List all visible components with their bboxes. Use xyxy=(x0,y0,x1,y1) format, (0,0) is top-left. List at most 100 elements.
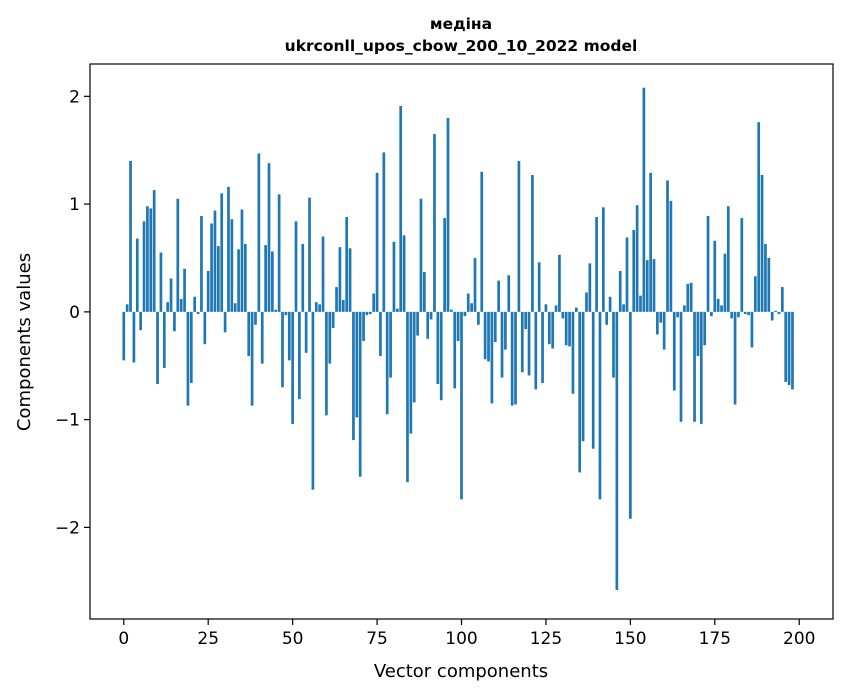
x-tick-label: 200 xyxy=(783,629,815,649)
bar-88 xyxy=(419,198,423,312)
bar-94 xyxy=(439,311,443,401)
bar-126 xyxy=(547,311,551,345)
bar-155 xyxy=(645,260,649,312)
bar-9 xyxy=(152,190,156,312)
bar-46 xyxy=(277,194,281,312)
bar-120 xyxy=(527,311,531,376)
bar-154 xyxy=(642,87,646,312)
bar-128 xyxy=(554,305,558,312)
bar-187 xyxy=(753,276,757,312)
bar-112 xyxy=(500,311,504,378)
bar-140 xyxy=(595,217,598,312)
bar-193 xyxy=(774,310,777,312)
bar-5 xyxy=(139,311,143,331)
bar-30 xyxy=(223,311,227,333)
y-tick-label: 1 xyxy=(69,195,80,215)
bar-21 xyxy=(193,296,197,312)
bar-98 xyxy=(453,311,457,389)
bar-109 xyxy=(490,311,494,404)
bar-44 xyxy=(271,251,274,312)
bar-84 xyxy=(406,311,409,483)
bar-125 xyxy=(544,304,548,312)
bar-196 xyxy=(784,311,788,382)
bar-195 xyxy=(780,287,784,312)
bar-122 xyxy=(534,311,538,390)
bar-160 xyxy=(662,311,666,350)
bar-152 xyxy=(635,205,639,312)
bar-129 xyxy=(558,254,561,312)
bar-86 xyxy=(412,311,416,403)
bar-58 xyxy=(318,304,321,312)
bar-158 xyxy=(656,311,659,335)
bar-78 xyxy=(385,311,389,415)
bar-81 xyxy=(395,308,399,312)
x-tick-label: 125 xyxy=(530,629,562,649)
bar-93 xyxy=(436,311,440,385)
bar-74 xyxy=(372,293,376,312)
bar-194 xyxy=(777,311,781,315)
bar-177 xyxy=(720,305,723,312)
bar-72 xyxy=(365,311,369,316)
bar-66 xyxy=(345,217,349,312)
bar-100 xyxy=(460,311,463,500)
bar-169 xyxy=(693,311,696,422)
bar-157 xyxy=(652,259,656,312)
bar-164 xyxy=(676,311,679,318)
bar-16 xyxy=(176,198,180,312)
bar-2 xyxy=(129,160,132,312)
bar-8 xyxy=(149,208,153,312)
bar-159 xyxy=(659,311,663,323)
bar-76 xyxy=(379,311,382,357)
bar-28 xyxy=(216,246,220,312)
bar-150 xyxy=(629,311,632,519)
bar-198 xyxy=(791,311,794,390)
bar-107 xyxy=(483,311,487,360)
bar-184 xyxy=(743,311,747,315)
bar-25 xyxy=(206,270,210,312)
bar-111 xyxy=(497,280,500,312)
bar-148 xyxy=(622,304,625,312)
bar-27 xyxy=(213,210,217,312)
bar-162 xyxy=(669,200,673,312)
bar-147 xyxy=(618,270,622,312)
bar-10 xyxy=(156,311,159,385)
bar-33 xyxy=(233,303,237,312)
bar-119 xyxy=(524,311,528,330)
bar-48 xyxy=(284,311,288,316)
bar-175 xyxy=(713,240,717,312)
bar-15 xyxy=(173,311,176,332)
bar-35 xyxy=(240,209,244,312)
bar-192 xyxy=(770,311,774,321)
bar-170 xyxy=(696,311,700,357)
bar-31 xyxy=(227,186,230,312)
bar-97 xyxy=(450,309,453,312)
bar-96 xyxy=(446,117,450,312)
bar-34 xyxy=(237,249,240,312)
bar-14 xyxy=(169,278,173,312)
bar-0 xyxy=(122,311,126,361)
x-tick-label: 100 xyxy=(445,629,477,649)
bar-41 xyxy=(260,311,264,364)
bar-138 xyxy=(588,263,592,312)
bar-67 xyxy=(348,248,352,312)
bar-92 xyxy=(433,134,436,312)
bar-19 xyxy=(186,311,190,406)
bar-161 xyxy=(666,180,669,312)
bar-178 xyxy=(723,253,727,312)
bar-3 xyxy=(132,311,136,363)
bar-24 xyxy=(203,311,207,345)
bar-103 xyxy=(470,303,473,312)
y-tick-label: −2 xyxy=(55,518,80,538)
bar-135 xyxy=(578,311,582,473)
bar-18 xyxy=(183,268,186,312)
bar-183 xyxy=(740,218,744,312)
bar-130 xyxy=(561,311,565,319)
bar-106 xyxy=(480,171,484,312)
bar-4 xyxy=(135,238,139,312)
bar-99 xyxy=(456,311,460,341)
bar-87 xyxy=(416,311,419,336)
bar-70 xyxy=(358,311,362,477)
bar-144 xyxy=(608,296,612,312)
bar-176 xyxy=(716,298,720,312)
